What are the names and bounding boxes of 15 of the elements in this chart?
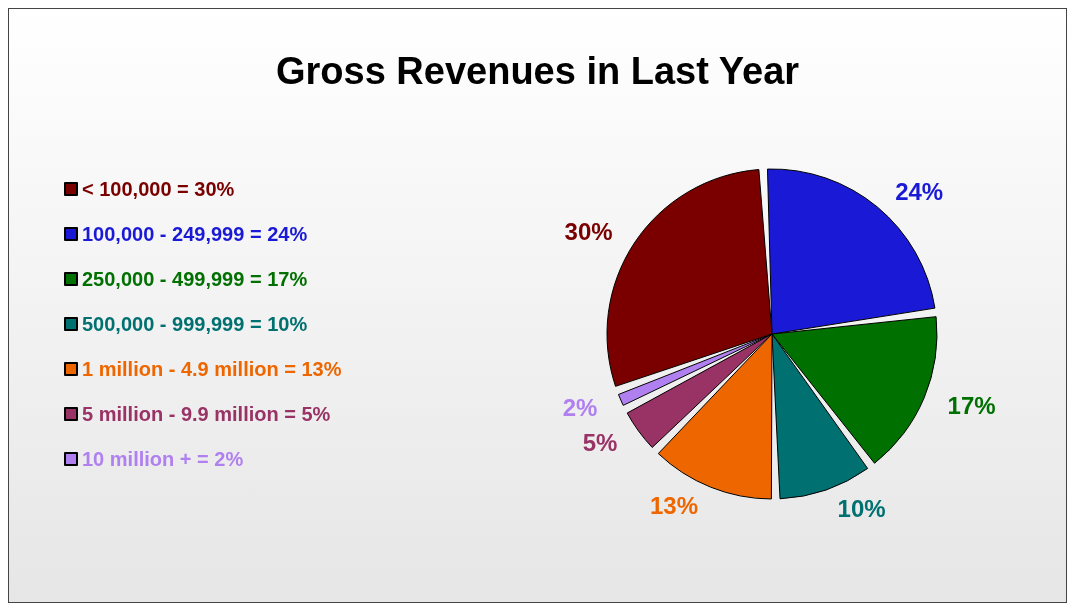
data-label: 2%	[562, 394, 598, 422]
data-label: 30%	[564, 218, 613, 246]
data-label: 10%	[837, 495, 886, 523]
legend-label: < 100,000 = 30%	[82, 178, 235, 200]
chart-title: Gross Revenues in Last Year	[275, 50, 800, 92]
data-label: 24%	[895, 178, 944, 206]
data-label: 5%	[582, 429, 618, 457]
legend-label: 500,000 - 999,999 = 10%	[82, 313, 308, 335]
legend-label: 100,000 - 249,999 = 24%	[82, 223, 308, 245]
legend-label: 10 million + = 2%	[82, 448, 244, 470]
data-label: 13%	[650, 492, 699, 520]
data-label: 17%	[947, 392, 996, 420]
legend-label: 1 million - 4.9 million = 13%	[82, 358, 342, 380]
legend-label: 250,000 - 499,999 = 17%	[82, 268, 308, 290]
legend-label: 5 million - 9.9 million = 5%	[82, 403, 331, 425]
